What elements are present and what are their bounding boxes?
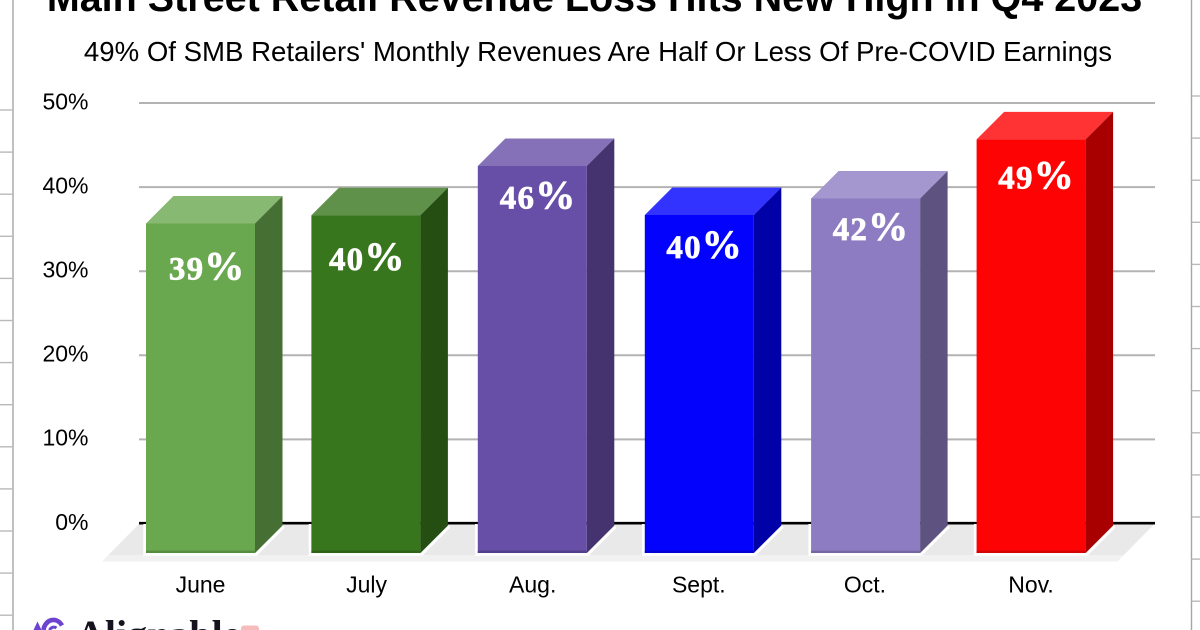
svg-text:Aug.: Aug. [509, 572, 556, 598]
svg-text:20%: 20% [42, 341, 88, 367]
svg-text:30%: 30% [42, 257, 88, 283]
svg-text:39%: 39% [169, 244, 246, 289]
svg-text:Oct.: Oct. [844, 572, 886, 598]
svg-text:40%: 40% [666, 222, 743, 267]
svg-text:46%: 46% [500, 173, 577, 218]
svg-text:0%: 0% [55, 509, 88, 535]
svg-text:Sept.: Sept. [672, 572, 726, 598]
svg-text:50%: 50% [42, 88, 88, 114]
svg-text:42%: 42% [833, 204, 910, 249]
svg-text:49% Of SMB Retailers' Monthly: 49% Of SMB Retailers' Monthly Revenues A… [84, 36, 1112, 67]
svg-text:40%: 40% [329, 234, 406, 279]
svg-text:Main Street Retail Revenue Los: Main Street Retail Revenue Loss Hits New… [47, 0, 1142, 20]
svg-text:49%: 49% [998, 153, 1075, 198]
svg-text:June: June [176, 572, 226, 598]
svg-text:Nov.: Nov. [1008, 572, 1054, 598]
svg-text:10%: 10% [42, 425, 88, 451]
svg-text:Alignable: Alignable [76, 612, 240, 630]
svg-text:40%: 40% [42, 172, 88, 198]
svg-text:July: July [346, 572, 387, 598]
